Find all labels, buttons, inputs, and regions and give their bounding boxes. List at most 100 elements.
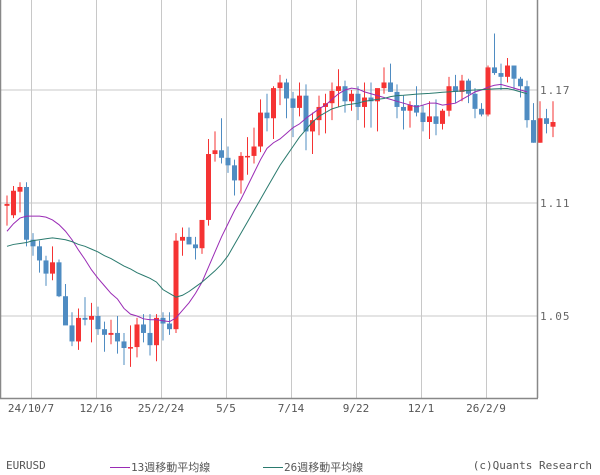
candle-down xyxy=(69,325,75,342)
candle-down xyxy=(303,95,309,132)
candle-down xyxy=(121,341,127,349)
candle-down xyxy=(37,246,42,261)
candle-up xyxy=(440,110,445,124)
candle-down xyxy=(498,73,504,77)
candle-up xyxy=(50,262,55,274)
candle-down xyxy=(30,239,36,247)
candle-down xyxy=(394,91,400,107)
symbol-text: EURUSD xyxy=(6,459,46,472)
copyright-credit: (c)Quants Research xyxy=(472,459,592,472)
candle-up xyxy=(336,86,341,91)
candle-up xyxy=(375,88,380,102)
candle-down xyxy=(284,82,289,99)
y-tick-label: 1.11 xyxy=(540,197,571,210)
candle-down xyxy=(186,236,192,245)
legend-ma26: 26週移動平均線 xyxy=(263,459,363,475)
candle-up xyxy=(154,317,159,346)
candle-up xyxy=(277,82,283,89)
candle-down xyxy=(492,67,497,74)
candle-down xyxy=(141,324,146,333)
candle-up xyxy=(316,106,322,121)
candle-down xyxy=(511,65,517,79)
candle-up xyxy=(238,155,244,181)
candle-up xyxy=(173,240,179,330)
ma26-swatch-icon xyxy=(263,466,283,468)
ma13-swatch-icon xyxy=(110,466,130,468)
candle-down xyxy=(466,80,471,94)
candle-up xyxy=(427,116,432,123)
candle-down xyxy=(342,86,348,102)
candle-up xyxy=(258,112,263,147)
candle-down xyxy=(479,108,484,115)
candle-up xyxy=(537,118,543,143)
candle-down xyxy=(420,112,426,123)
candle-down xyxy=(115,332,120,342)
candlestick-chart xyxy=(0,0,556,400)
candle-down xyxy=(232,165,237,181)
candle-down xyxy=(43,260,49,274)
candle-down xyxy=(82,317,88,320)
candle-down xyxy=(219,150,224,158)
candle-up xyxy=(76,317,81,342)
symbol-label: EURUSD xyxy=(6,459,46,472)
x-tick-label: 5/5 xyxy=(216,402,236,415)
candle-up xyxy=(108,332,114,335)
candle-up xyxy=(349,93,354,102)
candle-up xyxy=(212,150,218,155)
candle-down xyxy=(167,323,172,330)
candle-up xyxy=(310,120,315,132)
candle-down xyxy=(433,116,439,124)
candle-down xyxy=(24,186,29,240)
candle-up xyxy=(446,86,452,111)
y-tick-label: 1.17 xyxy=(540,84,571,97)
candle-down xyxy=(193,244,198,249)
candle-down xyxy=(414,105,419,113)
candle-up xyxy=(297,95,302,108)
x-tick-label: 12/1 xyxy=(407,402,435,415)
x-tick-label: 12/16 xyxy=(79,402,113,415)
candle-up xyxy=(128,347,133,349)
candle-up xyxy=(459,80,465,92)
candle-down xyxy=(388,82,393,92)
candle-up xyxy=(134,324,140,348)
x-tick-label: 25/2/24 xyxy=(137,402,185,415)
ma26-line xyxy=(6,87,528,298)
candle-up xyxy=(381,82,387,89)
candle-up xyxy=(11,190,16,216)
x-tick-label: 24/10/7 xyxy=(7,402,55,415)
candle-down xyxy=(453,86,458,92)
candle-down xyxy=(264,112,270,119)
candle-up xyxy=(89,316,94,320)
candle-down xyxy=(531,120,536,143)
candle-down xyxy=(544,118,549,124)
candle-up xyxy=(505,65,510,77)
candle-up xyxy=(550,122,556,127)
candle-up xyxy=(17,186,23,192)
candle-down xyxy=(95,316,101,330)
candle-down xyxy=(225,157,231,166)
candle-down xyxy=(524,86,530,121)
candle-down xyxy=(102,329,107,335)
x-tick-label: 26/2/9 xyxy=(466,402,506,415)
candle-up xyxy=(206,154,211,220)
legend-ma26-label: 26週移動平均線 xyxy=(284,461,364,474)
candle-down xyxy=(472,93,478,109)
candle-down xyxy=(401,106,406,111)
x-tick-label: 9/22 xyxy=(342,402,370,415)
candle-up xyxy=(4,203,10,206)
candle-up xyxy=(180,236,185,241)
candle-down xyxy=(56,262,62,297)
candle-up xyxy=(245,155,250,158)
candle-down xyxy=(518,78,523,87)
candle-down xyxy=(355,93,361,107)
ma13-line xyxy=(6,83,528,323)
candle-down xyxy=(147,332,153,346)
candle-up xyxy=(271,88,276,119)
candle-up xyxy=(407,105,413,111)
candle-up xyxy=(329,90,335,104)
candle-down xyxy=(63,296,68,326)
x-tick-label: 7/14 xyxy=(277,402,305,415)
legend-ma13-label: 13週移動平均線 xyxy=(131,461,211,474)
candle-up xyxy=(362,97,367,107)
candle-up xyxy=(485,67,491,115)
